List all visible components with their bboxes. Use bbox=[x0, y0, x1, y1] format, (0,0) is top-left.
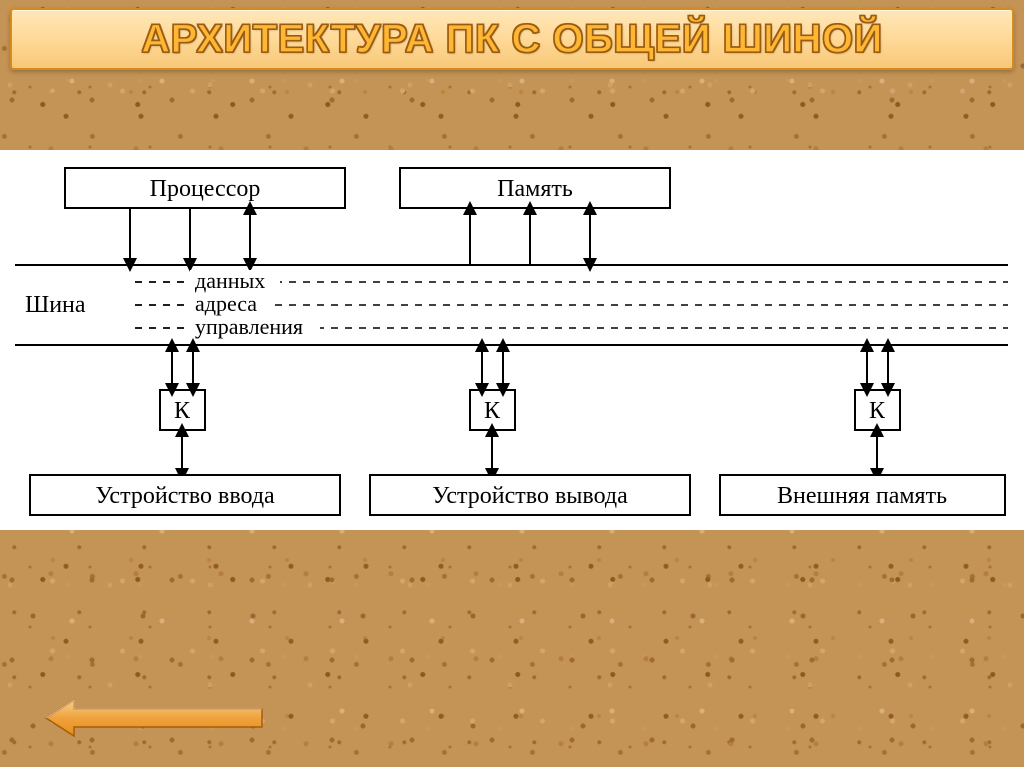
block-cpu: Процессор bbox=[65, 168, 345, 208]
page-title: АРХИТЕКТУРА ПК С ОБЩЕЙ ШИНОЙ bbox=[141, 17, 883, 62]
controller-3: К bbox=[855, 390, 900, 430]
controller-2: К bbox=[470, 390, 515, 430]
memory-label: Память bbox=[497, 176, 573, 202]
diagram-svg: Процессор Память Шина данных адреса упра… bbox=[0, 150, 1024, 530]
svg-text:Устройство вывода: Устройство вывода bbox=[432, 483, 628, 509]
cpu-label: Процессор bbox=[150, 176, 261, 202]
svg-text:К: К bbox=[174, 398, 191, 424]
svg-text:К: К bbox=[484, 398, 501, 424]
svg-text:данных: данных bbox=[195, 268, 265, 293]
block-memory: Память bbox=[400, 168, 670, 208]
controller-1: К bbox=[160, 390, 205, 430]
bus-architecture-diagram: Процессор Память Шина данных адреса упра… bbox=[0, 150, 1024, 530]
back-arrow-icon bbox=[14, 697, 264, 739]
bus-main-label: Шина bbox=[25, 292, 86, 318]
block-external-memory: Внешняя память bbox=[720, 475, 1005, 515]
block-input-device: Устройство ввода bbox=[30, 475, 340, 515]
svg-text:К: К bbox=[869, 398, 886, 424]
svg-text:Устройство ввода: Устройство ввода bbox=[95, 483, 275, 509]
svg-text:Внешняя память: Внешняя память bbox=[777, 483, 947, 509]
block-output-device: Устройство вывода bbox=[370, 475, 690, 515]
title-bar: АРХИТЕКТУРА ПК С ОБЩЕЙ ШИНОЙ bbox=[10, 8, 1014, 70]
svg-text:управления: управления bbox=[195, 314, 303, 339]
svg-text:адреса: адреса bbox=[195, 291, 257, 316]
back-arrow-button[interactable] bbox=[14, 697, 264, 739]
